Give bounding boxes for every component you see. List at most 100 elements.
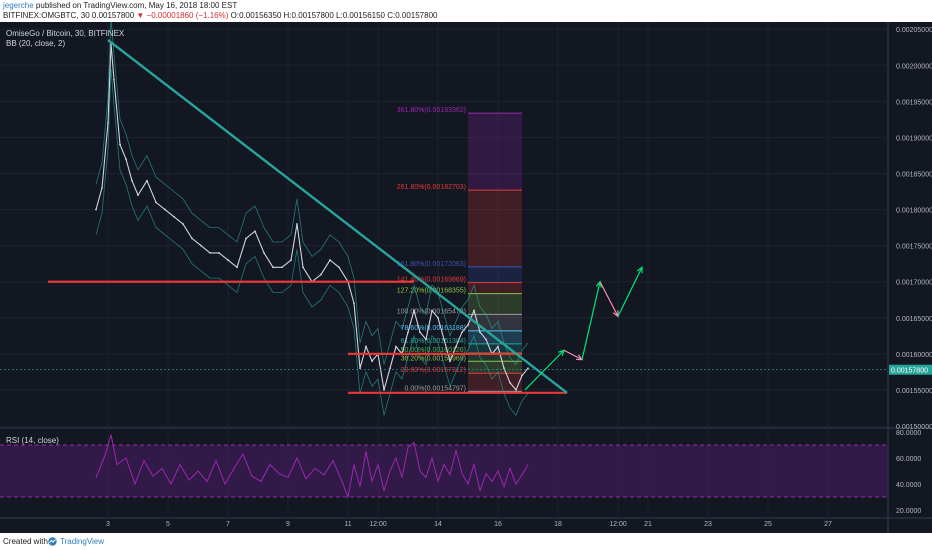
trendline xyxy=(107,39,568,394)
price-tick-label: 0.00195000 xyxy=(896,99,932,106)
price-tick-label: 0.00150000 xyxy=(896,424,932,431)
fib-zone xyxy=(468,282,522,294)
price-tick-label: 0.00170000 xyxy=(896,280,932,287)
price-tick-label: 0.00175000 xyxy=(896,244,932,251)
time-tick-label: 12:00 xyxy=(609,521,627,528)
price-point xyxy=(455,345,457,348)
author-link[interactable]: jegerche xyxy=(3,1,34,10)
price-tick-label: 0.00200000 xyxy=(896,63,932,70)
last-price-label: 0.00157800 xyxy=(891,368,928,375)
rsi-tick-label: 40.0000 xyxy=(896,482,921,489)
fib-level-label: 23.60%(0.00157312) xyxy=(401,367,466,374)
price-point xyxy=(365,345,367,348)
price-point xyxy=(236,266,238,269)
price-tick-label: 0.00160000 xyxy=(896,352,932,359)
fib-level-label: 361.80%(0.00193362) xyxy=(397,107,466,114)
fib-zone xyxy=(468,113,522,191)
price-point xyxy=(407,331,409,334)
time-tick-label: 14 xyxy=(434,521,442,528)
fib-level-label: 50.00%(0.00160126) xyxy=(401,347,466,354)
last-price-tag xyxy=(889,364,932,375)
price-point xyxy=(497,345,499,348)
price-point xyxy=(191,237,193,240)
time-tick-label: 16 xyxy=(494,521,502,528)
price-point xyxy=(527,367,529,370)
ohlc-values: O:0.00156350 H:0.00157800 L:0.00156150 C… xyxy=(230,11,438,20)
projection-arrow xyxy=(581,281,601,360)
time-tick-label: 25 xyxy=(764,521,772,528)
price-point xyxy=(302,266,304,269)
fib-zone xyxy=(468,266,522,283)
price-point xyxy=(353,302,355,305)
price-point xyxy=(425,338,427,341)
chart-legend-title: OmiseGo / Bitcoin, 30, BITFINEX xyxy=(6,29,125,38)
price-point xyxy=(503,367,505,370)
projection-arrow xyxy=(599,281,619,317)
price-point xyxy=(107,122,109,124)
fib-zone xyxy=(468,293,522,315)
fib-level-label: 61.80%(0.00161384) xyxy=(401,338,466,345)
price-point xyxy=(227,259,229,261)
price-point xyxy=(509,381,511,384)
fib-level-label: 261.80%(0.00182703) xyxy=(397,184,466,191)
price-point xyxy=(413,309,415,312)
published-text: published on TradingView.com, May 16, 20… xyxy=(35,1,238,10)
price-point xyxy=(101,187,103,189)
price-point xyxy=(296,223,298,225)
projection-arrow xyxy=(617,267,643,317)
chart-canvas[interactable]: 361.80%(0.00193362) 261.80%(0.00182703) 16… xyxy=(0,22,932,533)
price-point xyxy=(521,374,523,377)
time-tick-label: 11 xyxy=(344,521,351,528)
price-point xyxy=(137,194,139,197)
projection-arrowhead xyxy=(612,310,619,318)
price-point xyxy=(485,338,487,341)
price-point xyxy=(290,259,292,261)
fib-level-label: 141.40%(0.00169869) xyxy=(397,277,466,284)
fib-level-label: 78.60%(0.00163188) xyxy=(401,325,466,332)
rsi-line xyxy=(95,434,529,499)
price-point xyxy=(281,266,283,269)
bollinger-upper xyxy=(95,22,529,366)
fib-level-label: 161.80%(0.00172063) xyxy=(397,261,466,268)
rsi-tick-label: 20.0000 xyxy=(896,508,921,515)
axes: 0.00205000 0.00200000 0.00195000 0.00190000… xyxy=(106,27,932,528)
tradingview-logo-icon xyxy=(48,537,57,546)
price-point xyxy=(182,223,184,225)
price-point xyxy=(155,201,157,204)
footer: Created with TradingView xyxy=(0,533,932,550)
created-with-text: Created with xyxy=(3,537,48,546)
rsi-band xyxy=(0,444,888,498)
rsi-tick-label: 80.0000 xyxy=(896,430,921,437)
projection-arrowhead xyxy=(575,354,584,361)
price-point xyxy=(371,360,373,362)
price-point xyxy=(146,179,148,182)
price-point xyxy=(95,208,97,211)
tradingview-brand[interactable]: TradingView xyxy=(60,537,105,546)
price-point xyxy=(164,208,166,211)
price-point xyxy=(245,237,247,240)
price-point xyxy=(125,158,127,160)
price-point xyxy=(383,389,385,391)
time-tick-label: 9 xyxy=(286,521,290,528)
price-point xyxy=(359,367,361,370)
price-point xyxy=(431,309,433,312)
price-point xyxy=(113,78,115,81)
fib-zone xyxy=(468,343,522,353)
symbol-line: BITFINEX:OMGBTC, 30 0.00157800 ▼ −0.0000… xyxy=(3,11,437,21)
chart-header: jegerche published on TradingView.com, M… xyxy=(0,0,932,22)
price-point xyxy=(467,324,469,326)
projection-arrow xyxy=(563,349,583,361)
price-change: ▼ −0.00001860 (−1.16%) xyxy=(136,11,229,20)
fib-zone xyxy=(468,190,522,267)
price-point xyxy=(320,273,322,276)
price-point xyxy=(263,251,265,254)
price-point xyxy=(437,316,439,319)
symbol-price: BITFINEX:OMGBTC, 30 0.00157800 xyxy=(3,11,135,20)
price-point xyxy=(119,143,121,146)
price-point xyxy=(515,389,517,391)
price-point xyxy=(479,331,481,334)
projection-arrowhead xyxy=(636,266,643,274)
price-point xyxy=(419,331,421,334)
grid-lines xyxy=(0,22,932,533)
price-point xyxy=(449,360,451,362)
